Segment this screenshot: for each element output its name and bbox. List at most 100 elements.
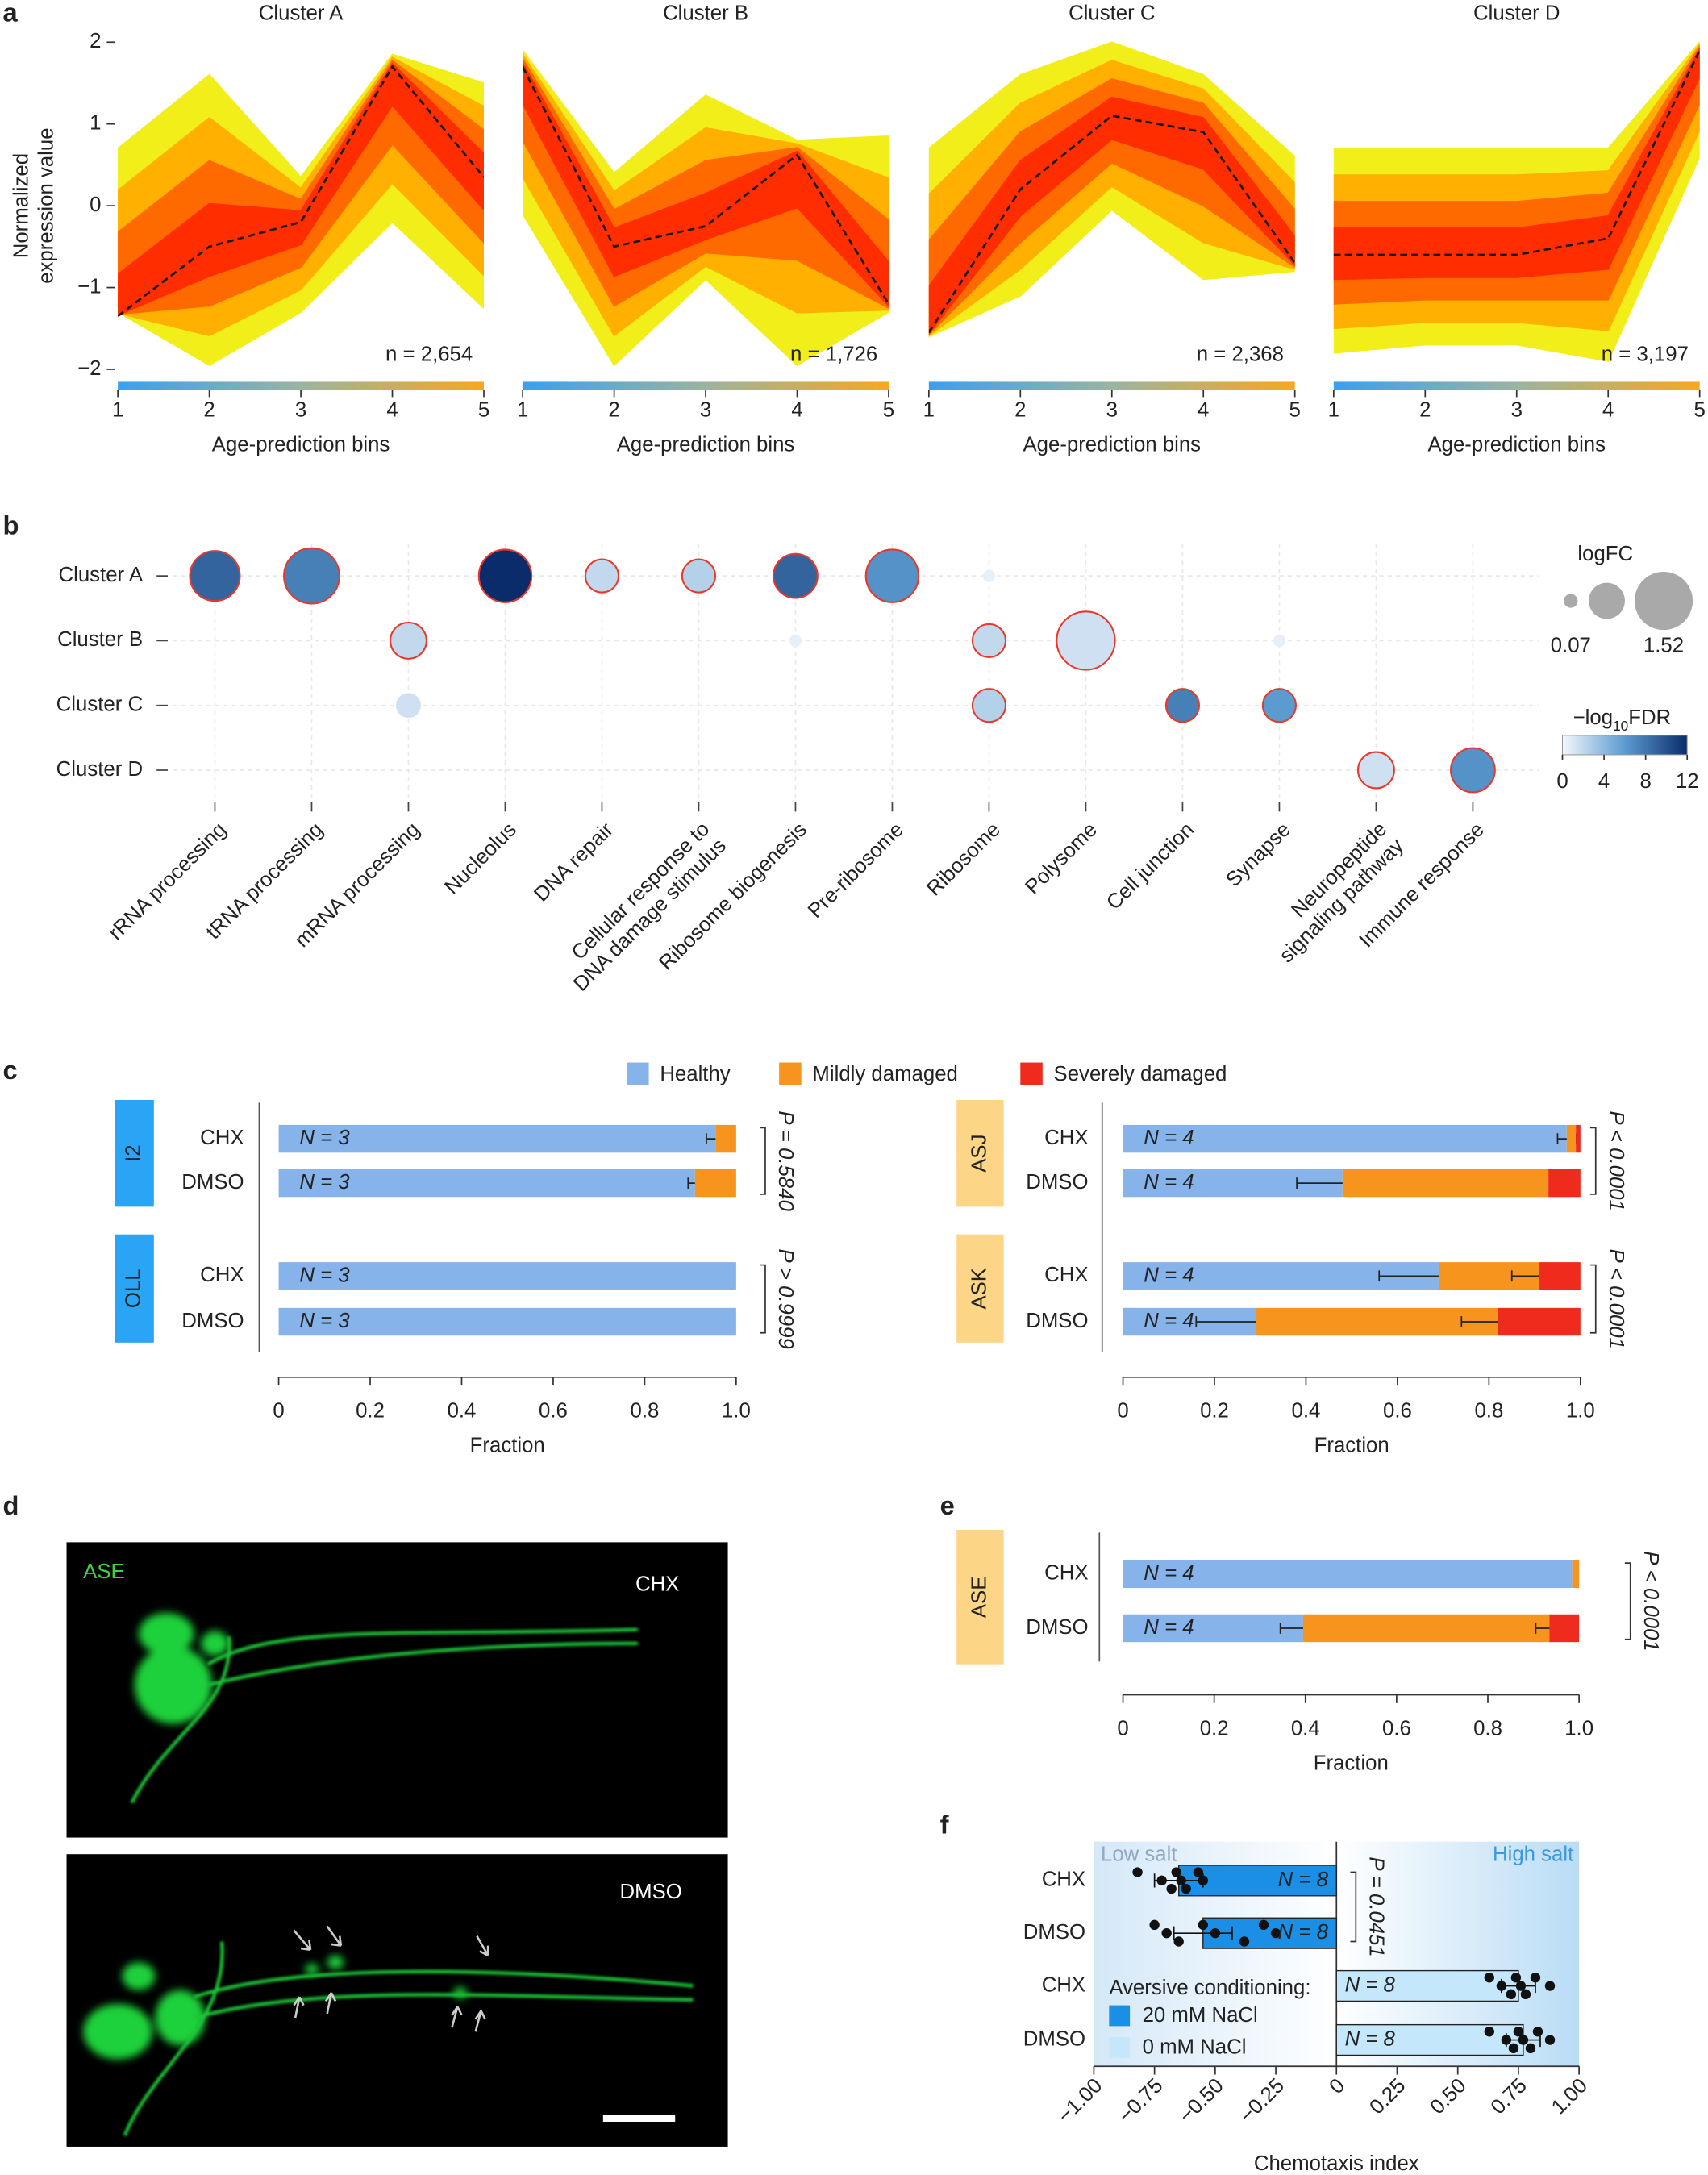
x-tick-label: 0.8: [1473, 1717, 1502, 1740]
label-line: Pre-ribosome: [804, 819, 908, 923]
bubble: [971, 688, 1007, 723]
bubble: [283, 547, 340, 605]
colorbar-tick-label: 0: [1556, 770, 1568, 793]
data-point: [1193, 1867, 1203, 1877]
bubble: [189, 550, 241, 602]
n-text: N = 3: [299, 1310, 350, 1332]
colorbar-title: −log10FDR: [1573, 706, 1672, 734]
panel-label: a: [2, 0, 18, 27]
data-point: [1161, 1927, 1172, 1939]
bar-segment: [1566, 1124, 1577, 1153]
title-part: FDR: [1628, 706, 1671, 729]
data-point: [1518, 2035, 1529, 2045]
n-label: N = 8: [1278, 1869, 1329, 1891]
x-tick-label: 0.2: [1200, 1717, 1229, 1740]
x-tick-label: Pre-ribosome: [804, 819, 908, 923]
bubble: [1356, 751, 1395, 790]
group-box: [956, 1099, 1004, 1207]
legend-label: 0 mM NaCl: [1143, 2036, 1247, 2059]
y-tick-label: Cluster A: [59, 564, 144, 586]
n-label: N = 4: [1144, 1616, 1194, 1639]
line-panel: [118, 53, 484, 366]
bar-segment: [1539, 1262, 1581, 1290]
panel-label: d: [2, 1490, 19, 1520]
p-value: P < 0.0001: [1605, 1110, 1627, 1210]
mean-line: [928, 115, 1295, 334]
n-label: N = 8: [1345, 2027, 1396, 2050]
p-value: P < 0.0001: [1605, 1248, 1627, 1348]
label-line: Nucleolus: [440, 819, 521, 899]
x-tick-label: 0.2: [1200, 1400, 1229, 1423]
x-tick-label: 0: [1117, 1400, 1128, 1423]
chart-title: Cluster B: [663, 2, 748, 25]
n-text: N = 4: [1144, 1264, 1194, 1286]
data-point: [1484, 1973, 1494, 1983]
data-point: [1544, 1981, 1556, 1991]
y-axis-label: Normalized: [10, 153, 32, 258]
data-point: [1132, 1867, 1143, 1877]
x-tick-label: Ribosome: [923, 819, 1005, 901]
title-part: 10: [1613, 718, 1628, 734]
line-panel: [928, 41, 1295, 338]
bubble: [789, 634, 802, 648]
colorbar: [1561, 735, 1688, 756]
bubble: [389, 621, 427, 660]
annotation: n = 3,197: [1602, 344, 1689, 366]
x-axis-label: Age-prediction bins: [617, 433, 795, 456]
x-tick-label: 0.2: [356, 1400, 385, 1423]
size-legend-bubble: [1564, 594, 1578, 608]
legend-swatch: [779, 1062, 802, 1085]
data-point: [1258, 1919, 1269, 1931]
scale-bar: [602, 2115, 676, 2122]
x-tick-label: 1.0: [1564, 1717, 1593, 1740]
colorbar-tick-label: 12: [1676, 770, 1699, 793]
data-point: [1532, 2027, 1543, 2037]
data-point: [1173, 1936, 1184, 1947]
group-label: ASJ: [968, 1135, 990, 1173]
chart-title: Cluster D: [1473, 2, 1560, 25]
x-tick-label: Polysome: [1021, 819, 1102, 899]
legend-swatch: [1109, 2037, 1131, 2058]
x-axis-label: Chemotaxis index: [1254, 2152, 1419, 2175]
category-label: DMSO: [1026, 1171, 1088, 1194]
category-label: DMSO: [1026, 1616, 1088, 1639]
y-tick-label: Cluster B: [57, 628, 143, 651]
category-label: DMSO: [181, 1171, 244, 1194]
bar-segment: [1572, 1560, 1580, 1589]
range-layer: [118, 62, 484, 316]
region-label: High salt: [1493, 1844, 1573, 1866]
x-axis-label: Fraction: [470, 1435, 545, 1457]
n-text: N = 4: [1144, 1616, 1194, 1639]
age-colorbar: [1333, 381, 1700, 390]
category-label: CHX: [1044, 1562, 1088, 1585]
label-line: Ribosome: [923, 819, 1005, 901]
data-point: [1156, 1875, 1167, 1886]
y-tick-label: 1: [90, 111, 101, 134]
y-tick-label: 2: [90, 30, 101, 52]
x-tick-label: −0.75: [1114, 2074, 1168, 2127]
n-label: N = 3: [299, 1310, 350, 1332]
x-tick-label: 5: [1289, 398, 1301, 421]
x-tick-label: Nucleolus: [440, 819, 521, 899]
n-text: N = 4: [1144, 1310, 1194, 1332]
group-box: [115, 1234, 154, 1343]
category-label: CHX: [1042, 1973, 1085, 1996]
image-label: CHX: [635, 1573, 679, 1595]
mean-line: [118, 65, 484, 318]
axons-bottom: [123, 1941, 694, 2136]
bubble: [773, 552, 819, 599]
p-bracket: [1350, 1871, 1357, 1943]
range-layer: [1333, 48, 1700, 281]
category-label: DMSO: [181, 1310, 244, 1332]
y-tick-label: 0: [90, 194, 101, 216]
x-tick-label: Cell junction: [1102, 819, 1198, 915]
y-tick-label: −2: [77, 357, 101, 380]
image-label: DMSO: [620, 1881, 682, 1903]
x-tick-label: 1.00: [1548, 2074, 1592, 2119]
n-text: N = 3: [299, 1171, 350, 1194]
data-point: [1510, 1973, 1522, 1983]
n-text: N = 8: [1345, 1973, 1396, 1996]
legend-swatch: [1109, 2005, 1131, 2027]
